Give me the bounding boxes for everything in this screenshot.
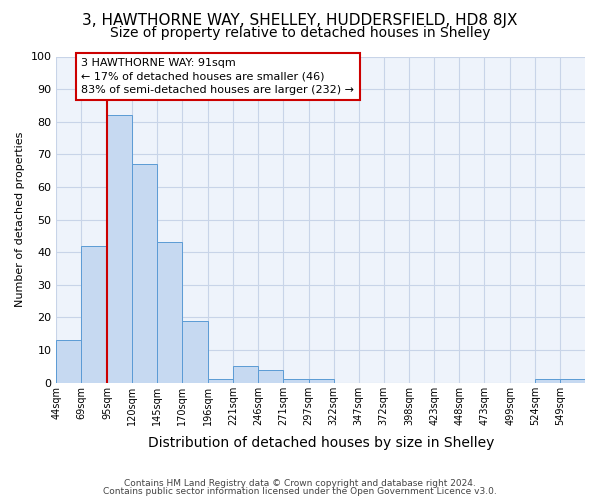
Bar [182,321,208,382]
X-axis label: Distribution of detached houses by size in Shelley: Distribution of detached houses by size … [148,436,494,450]
Text: Contains public sector information licensed under the Open Government Licence v3: Contains public sector information licen… [103,488,497,496]
Bar [56,340,82,382]
Bar [233,366,258,382]
Bar [208,380,233,382]
Bar [283,380,309,382]
Bar [309,380,334,382]
Bar [132,164,157,382]
Bar [535,380,560,382]
Bar [107,115,132,382]
Bar [560,380,585,382]
Text: Contains HM Land Registry data © Crown copyright and database right 2024.: Contains HM Land Registry data © Crown c… [124,478,476,488]
Bar [258,370,283,382]
Text: 3 HAWTHORNE WAY: 91sqm
← 17% of detached houses are smaller (46)
83% of semi-det: 3 HAWTHORNE WAY: 91sqm ← 17% of detached… [82,58,355,94]
Bar [82,246,107,382]
Text: Size of property relative to detached houses in Shelley: Size of property relative to detached ho… [110,26,490,40]
Y-axis label: Number of detached properties: Number of detached properties [15,132,25,308]
Text: 3, HAWTHORNE WAY, SHELLEY, HUDDERSFIELD, HD8 8JX: 3, HAWTHORNE WAY, SHELLEY, HUDDERSFIELD,… [82,12,518,28]
Bar [157,242,182,382]
